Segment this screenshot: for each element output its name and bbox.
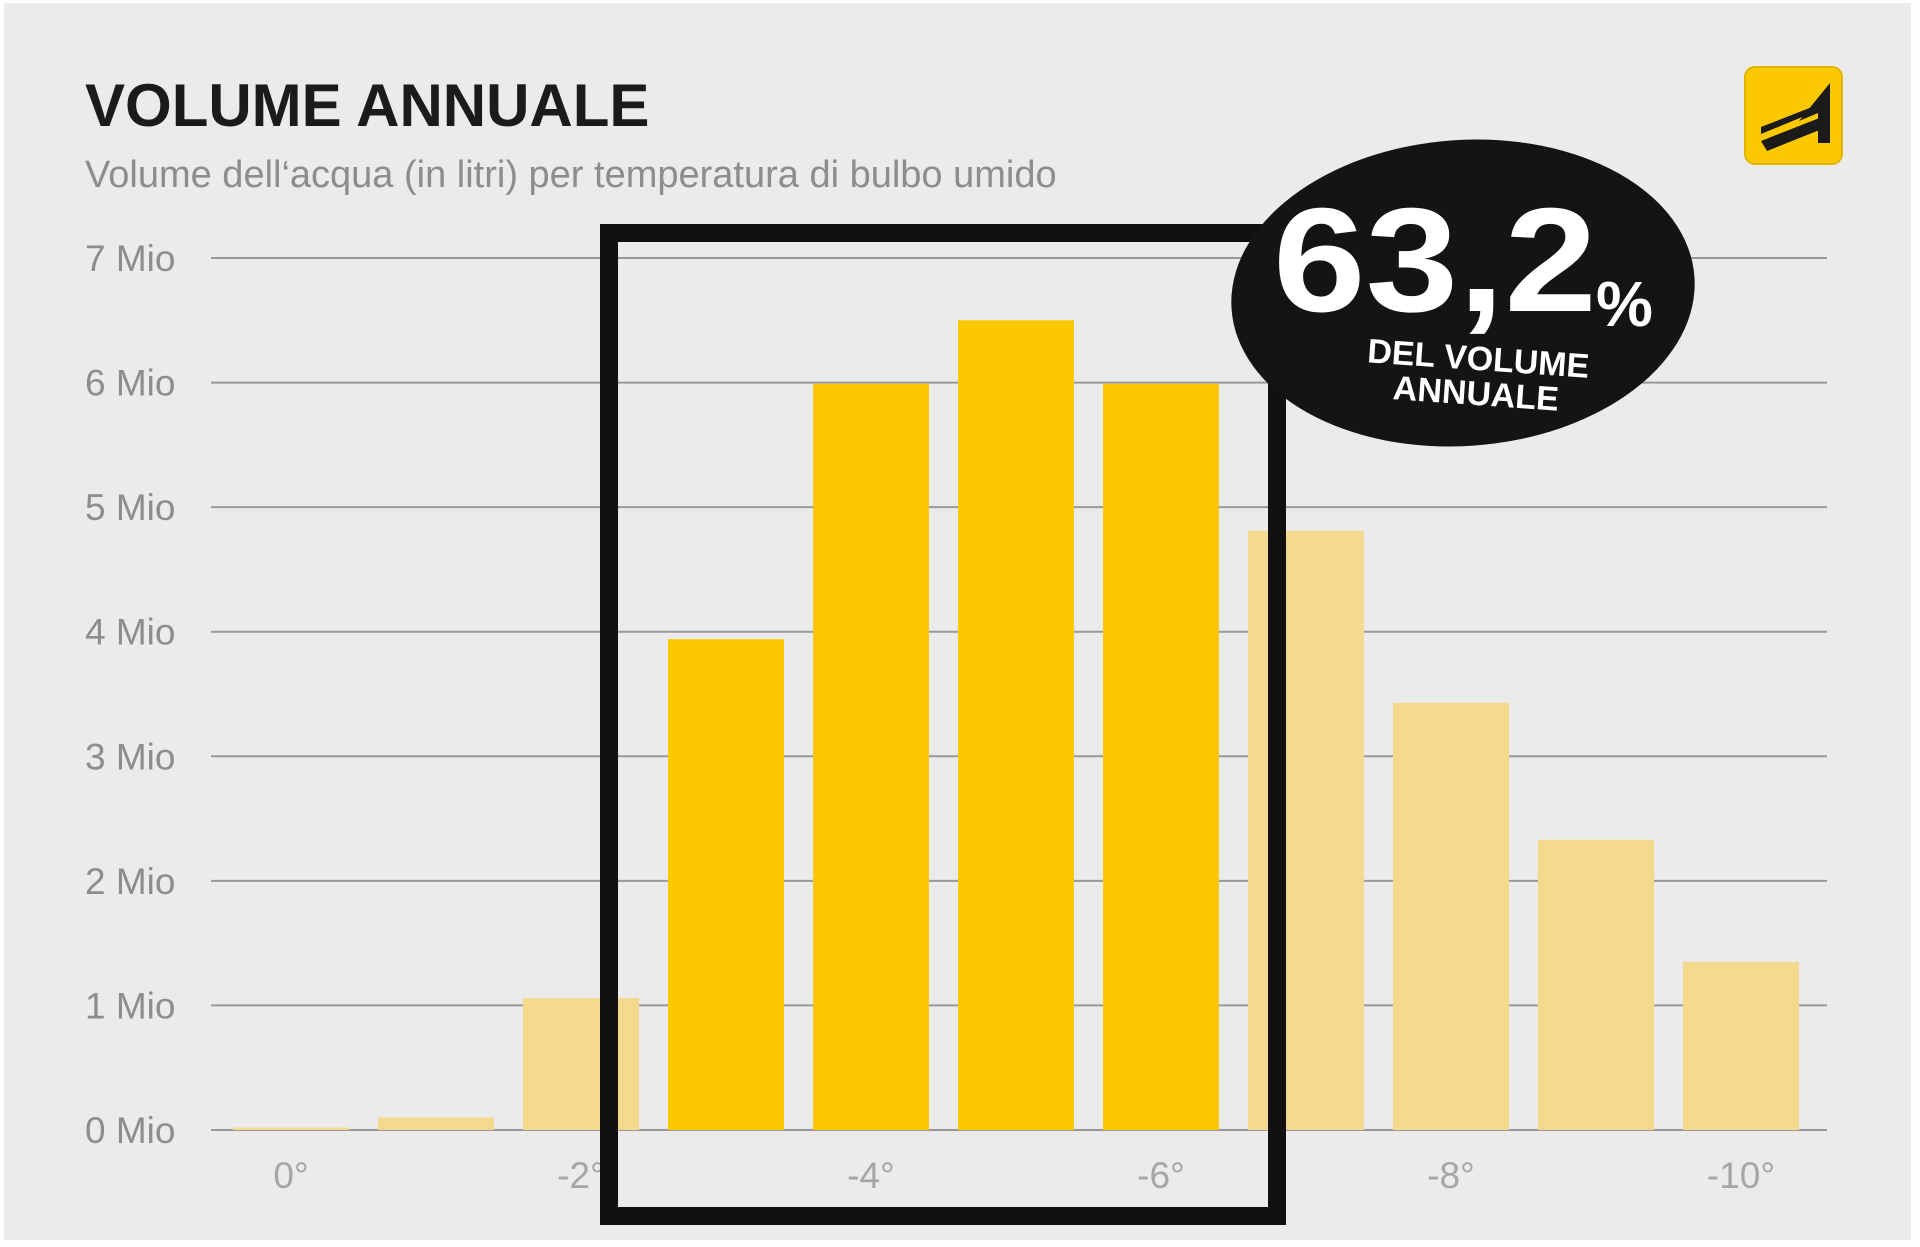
y-tick-label: 5 Mio	[85, 487, 175, 528]
badge-percent-sign: %	[1596, 268, 1653, 340]
y-tick-label: 2 Mio	[85, 861, 175, 902]
bar-chart: VOLUME ANNUALE Volume dell‘acqua (in lit…	[85, 66, 1843, 1225]
bar	[813, 383, 929, 1130]
y-tick-label: 3 Mio	[85, 736, 175, 777]
highlight-frame	[600, 224, 1286, 1225]
chart-canvas: VOLUME ANNUALE Volume dell‘acqua (in lit…	[4, 3, 1911, 1240]
y-axis-ticks: 0 Mio 1 Mio 2 Mio 3 Mio 4 Mio 5 Mio 6 Mio 7 Mio	[85, 238, 175, 1151]
bar	[958, 320, 1074, 1130]
bar	[523, 997, 639, 1130]
badge-ellipse	[1231, 139, 1695, 447]
chart-subtitle: Volume dell‘acqua (in litri) per tempera…	[85, 154, 1057, 196]
x-tick-label: -6°	[1137, 1155, 1185, 1196]
bar	[1538, 839, 1654, 1130]
x-tick-label: -8°	[1427, 1155, 1475, 1196]
bar	[378, 1117, 494, 1130]
x-tick-label: -10°	[1707, 1155, 1775, 1196]
x-axis-ticks: 0° -2° -4° -6° -8° -10°	[273, 1155, 1775, 1196]
y-tick-label: 7 Mio	[85, 238, 175, 279]
x-tick-label: 0°	[273, 1155, 308, 1196]
bar	[1683, 961, 1799, 1130]
bars	[233, 320, 1799, 1130]
y-tick-label: 6 Mio	[85, 363, 175, 404]
y-tick-label: 4 Mio	[85, 612, 175, 653]
bar	[668, 639, 784, 1130]
y-tick-label: 1 Mio	[85, 985, 175, 1026]
y-tick-label: 0 Mio	[85, 1110, 175, 1151]
bar	[233, 1127, 349, 1130]
x-tick-label: -2°	[557, 1155, 605, 1196]
x-tick-label: -4°	[847, 1155, 895, 1196]
badge-percentage-value: 63,2	[1273, 178, 1597, 343]
highway-logo-icon	[1744, 66, 1843, 165]
bar	[1248, 530, 1364, 1130]
bar	[1103, 383, 1219, 1130]
bar	[1393, 702, 1509, 1130]
chart-title: VOLUME ANNUALE	[85, 72, 649, 139]
percentage-badge: 63,2 % DEL VOLUME ANNUALE	[1231, 139, 1695, 447]
